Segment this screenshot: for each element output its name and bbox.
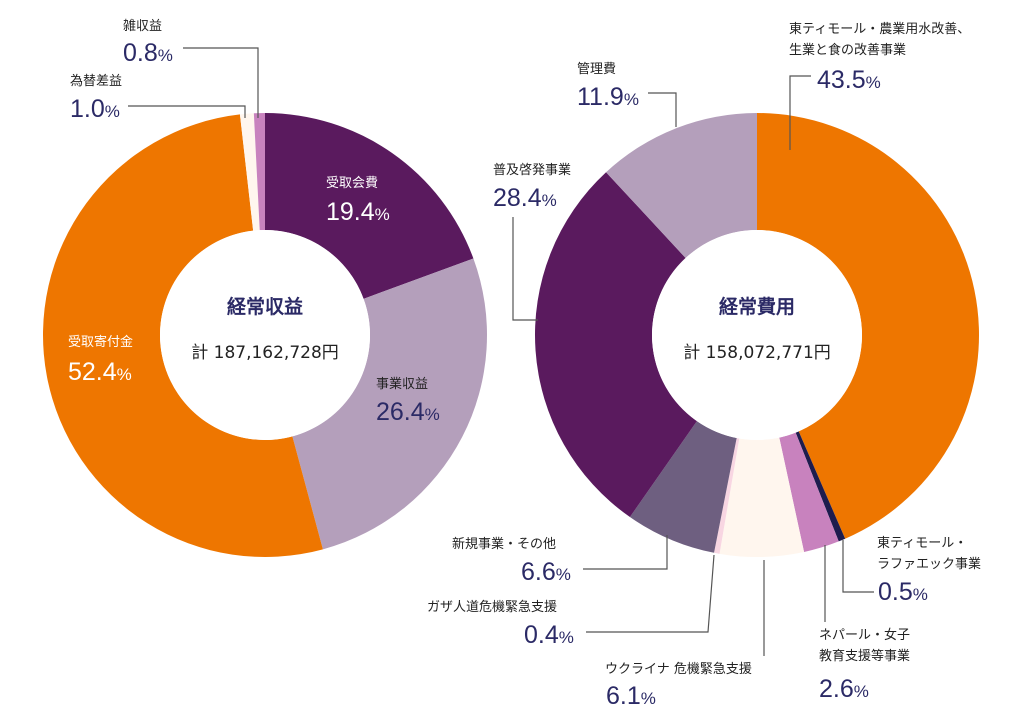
leader-east-timor-rafaek: [842, 540, 874, 593]
label-admin-costs: 管理費 11.9%: [577, 62, 677, 127]
svg-text:26.4%: 26.4%: [376, 398, 440, 426]
expense-donut: [535, 113, 979, 558]
leader-admin-costs: [648, 92, 677, 127]
svg-text:新規事業・その他: 新規事業・その他: [452, 536, 556, 552]
svg-text:事業収益: 事業収益: [376, 376, 428, 392]
svg-text:0.8%: 0.8%: [123, 39, 173, 67]
revenue-center-title: 経常収益: [227, 295, 303, 318]
leader-misc-income: [183, 47, 259, 118]
label-exchange-gain: 為替差益 1.0%: [70, 73, 246, 123]
expense-slice-1: [795, 431, 846, 542]
label-east-timor-water: 東ティモール・農業用水改善、 生業と食の改善事業 43.5%: [789, 21, 970, 150]
label-gaza-emergency: ガザ人道危機緊急支援 0.4%: [427, 554, 715, 649]
svg-text:為替差益: 為替差益: [70, 73, 122, 89]
svg-text:6.1%: 6.1%: [606, 682, 656, 710]
leader-new-projects: [583, 535, 668, 570]
svg-text:教育支援等事業: 教育支援等事業: [819, 648, 910, 664]
leader-gaza-emergency: [586, 554, 715, 633]
svg-text:受取寄付金: 受取寄付金: [68, 334, 133, 350]
expense-hole: [652, 230, 862, 440]
svg-text:管理費: 管理費: [577, 62, 616, 77]
svg-text:ラファエック事業: ラファエック事業: [877, 556, 981, 572]
svg-text:0.5%: 0.5%: [878, 578, 928, 606]
label-east-timor-rafaek: 東ティモール・ ラファエック事業 0.5%: [842, 535, 981, 606]
svg-text:生業と食の改善事業: 生業と食の改善事業: [789, 42, 906, 58]
svg-text:普及啓発事業: 普及啓発事業: [493, 162, 571, 178]
svg-text:11.9%: 11.9%: [577, 83, 639, 111]
svg-text:東ティモール・農業用水改善、: 東ティモール・農業用水改善、: [789, 21, 970, 37]
svg-text:43.5%: 43.5%: [817, 66, 881, 94]
label-ukraine-emergency: ウクライナ 危機緊急支援 6.1%: [605, 560, 765, 710]
expense-slice-7: [606, 113, 757, 259]
revenue-slice-2: [42, 114, 323, 558]
svg-text:ガザ人道危機緊急支援: ガザ人道危機緊急支援: [427, 600, 557, 615]
svg-text:2.6%: 2.6%: [819, 675, 869, 703]
expense-center-total: 計 158,072,771円: [683, 343, 831, 363]
svg-text:東ティモール・: 東ティモール・: [877, 535, 967, 551]
svg-text:19.4%: 19.4%: [326, 198, 390, 226]
svg-text:0.4%: 0.4%: [524, 621, 574, 649]
expense-slice-5: [629, 421, 737, 553]
label-awareness-projects: 普及啓発事業 28.4%: [493, 162, 571, 321]
svg-text:受取会費: 受取会費: [326, 176, 378, 191]
leader-awareness-projects: [512, 217, 538, 321]
revenue-hole: [160, 230, 370, 440]
leader-exchange-gain: [128, 105, 246, 118]
leader-east-timor-water: [789, 75, 811, 150]
revenue-donut: [42, 113, 488, 558]
svg-text:52.4%: 52.4%: [68, 358, 132, 386]
svg-text:雑収益: 雑収益: [123, 18, 162, 34]
revenue-slice-3: [239, 113, 260, 231]
expense-slice-6: [535, 172, 697, 518]
revenue-slice-4: [253, 113, 265, 231]
label-nepal-education: ネパール・女子 教育支援等事業 2.6%: [819, 545, 910, 703]
revenue-center-total: 計 187,162,728円: [191, 343, 339, 363]
svg-text:6.6%: 6.6%: [521, 558, 571, 586]
revenue-slice-0: [265, 113, 474, 299]
svg-text:1.0%: 1.0%: [70, 95, 120, 123]
svg-text:28.4%: 28.4%: [493, 184, 557, 212]
label-donations: 受取寄付金 52.4%: [68, 334, 133, 386]
svg-text:ウクライナ 危機緊急支援: ウクライナ 危機緊急支援: [605, 662, 752, 677]
label-membership-fees: 受取会費 19.4%: [326, 176, 390, 226]
expense-slice-2: [779, 432, 839, 552]
expense-slice-4: [714, 438, 740, 554]
label-misc-income: 雑収益 0.8%: [123, 18, 259, 118]
label-new-projects: 新規事業・その他 6.6%: [452, 535, 668, 586]
expense-slice-0: [757, 113, 979, 539]
expense-center-title: 経常費用: [719, 295, 795, 318]
label-business-revenue: 事業収益 26.4%: [376, 376, 440, 426]
expense-slice-3: [719, 437, 805, 558]
svg-text:ネパール・女子: ネパール・女子: [819, 627, 910, 643]
revenue-slice-1: [292, 258, 488, 550]
